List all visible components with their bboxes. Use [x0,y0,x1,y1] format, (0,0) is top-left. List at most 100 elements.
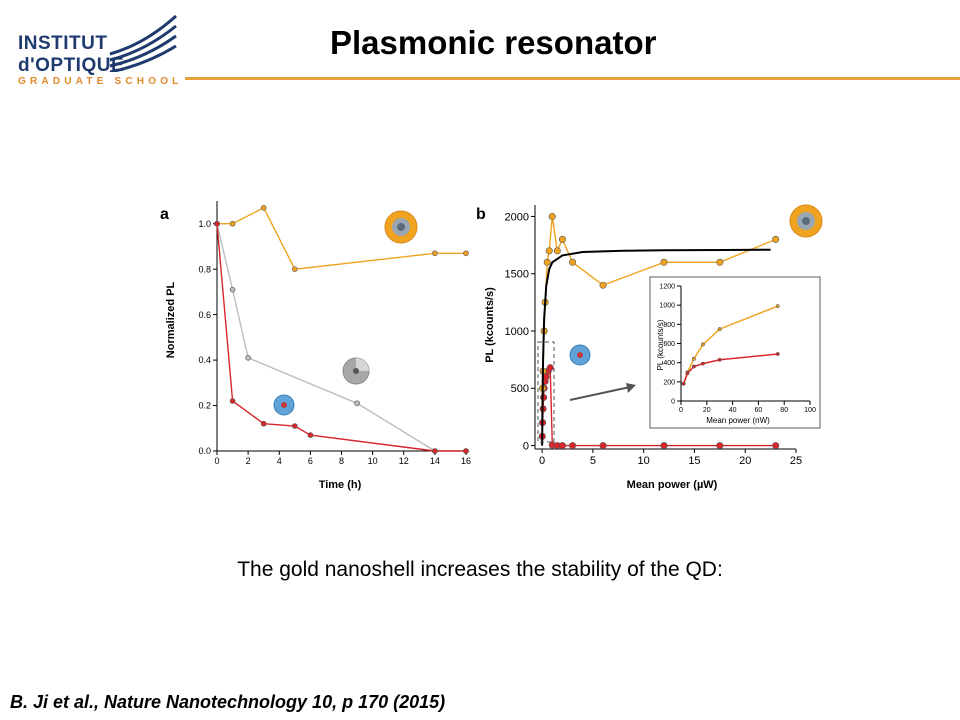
inset-y-tick-label: 800 [663,322,675,329]
b-red-point [558,442,566,450]
a-y-tick-label: 0.8 [198,264,211,274]
panel-a-ylabel: Normalized PL [165,282,177,359]
a-red-point [260,420,267,427]
inset-red-point [685,371,690,376]
a-orange-point [260,205,267,211]
b-y-tick-label: 1500 [505,269,529,281]
inset-x-tick-label: 0 [679,407,683,414]
a-gray-point [245,355,251,361]
a-x-tick-label: 0 [214,456,219,466]
b-x-tick-label: 20 [739,455,751,467]
a-y-tick-label: 0.0 [198,446,211,456]
logo-line-2: d'OPTIQUE [18,55,125,76]
b-x-tick-label: 15 [688,455,700,467]
zoom-arrowhead-icon [626,383,636,393]
a-x-tick-label: 8 [339,456,344,466]
b-y-tick-label: 2000 [505,211,529,223]
b-orange-point [545,247,553,255]
inset-ylabel: PL (kcounts/s) [656,319,665,370]
institut-optique-logo: INSTITUT d'OPTIQUE GRADUATE SCHOOL [12,14,180,88]
a-x-tick-label: 14 [430,456,440,466]
b-red-point [540,393,548,401]
slide-title: Plasmonic resonator [330,24,657,61]
gold-shell-icon-a [384,210,418,244]
b-x-tick-label: 25 [790,455,802,467]
a-x-tick-label: 4 [277,456,282,466]
bare-qd-icon-a [273,394,295,416]
b-y-tick-label: 0 [523,440,529,452]
gold-shell-icon-b [789,204,823,238]
inset-red-point [692,364,696,369]
panel-a-label: a [160,206,169,223]
b-orange-point [543,258,551,266]
a-y-tick-label: 0.4 [198,355,211,365]
a-gray-point [354,400,360,407]
logo-line-3: GRADUATE SCHOOL [18,76,183,87]
panel-b-ylabel: PL (kcounts/s) [484,287,496,363]
b-orange-point [716,258,724,266]
inset-orange-point [701,342,705,347]
logo-line-1: INSTITUT [18,33,108,54]
a-y-tick-label: 0.6 [198,310,211,320]
inset-y-tick-label: 0 [671,398,675,405]
a-red-point [292,423,298,429]
b-orange-point [548,212,556,220]
a-orange-point [432,250,438,257]
inset-y-tick-label: 1000 [659,303,675,310]
a-red-point [229,398,236,404]
logo-swoosh-icon [109,14,178,72]
b-red-point [546,364,554,372]
citation: B. Ji et al., Nature Nanotechnology 10, … [10,692,446,712]
silica-shell-icon-a [342,357,370,385]
inset-x-tick-label: 60 [755,407,763,414]
b-orange-point [569,258,577,266]
inset-y-tick-label: 600 [663,341,675,348]
inset-x-tick-label: 80 [780,407,788,414]
b-red-point [599,442,607,450]
a-x-tick-label: 16 [461,456,471,466]
panel-a-xlabel: Time (h) [319,479,362,491]
inset-y-tick-label: 400 [663,360,675,367]
a-red-point [307,432,314,438]
panel-b-xlabel: Mean power (µW) [627,479,718,491]
inset-orange-point [692,356,696,361]
a-y-tick-label: 1.0 [198,219,211,229]
figure: a 0 2 4 6 8 10 12 14 16 0.0 0.2 0.4 0.6 0.8 1.0 Time (… [160,201,823,491]
a-y-tick-label: 0.2 [198,401,211,411]
b-orange-point [558,235,566,243]
a-x-tick-label: 6 [308,456,313,466]
b-red-point [569,442,577,450]
b-red-point [716,442,724,450]
zoom-arrow [569,386,631,401]
b-y-tick-label: 1000 [505,326,529,338]
inset-x-tick-label: 100 [804,407,816,414]
inset-orange-point [717,327,722,332]
b-black-fit-line [541,248,771,446]
inset-xlabel: Mean power (nW) [706,416,770,425]
a-red-point [432,448,438,454]
inset-x-tick-label: 20 [703,407,711,414]
inset-frame [649,276,821,429]
b-red-point [772,442,780,450]
b-orange-point [599,281,607,289]
b-y-tick-label: 500 [511,383,529,395]
inset-red-point [701,361,705,366]
b-x-tick-label: 5 [590,455,596,467]
b-orange-point [553,247,561,255]
bare-qd-icon-b [569,344,591,366]
a-x-tick-label: 2 [246,456,251,466]
b-orange-point [772,235,780,243]
a-x-tick-label: 12 [399,456,409,466]
inset-red-point [681,381,686,386]
inset-y-tick-label: 1200 [659,283,675,290]
b-red-point [660,442,668,450]
panel-a-chart: 0 2 4 6 8 10 12 14 16 0.0 0.2 0.4 0.6 0.8 1.0 [198,201,471,466]
inset-red-point [775,352,780,356]
inset-red-point [717,357,722,362]
zoom-region-box [537,341,555,443]
a-orange-point [292,266,298,272]
a-orange-series-line [217,206,466,270]
a-orange-point [463,250,469,257]
a-orange-point [229,220,236,227]
